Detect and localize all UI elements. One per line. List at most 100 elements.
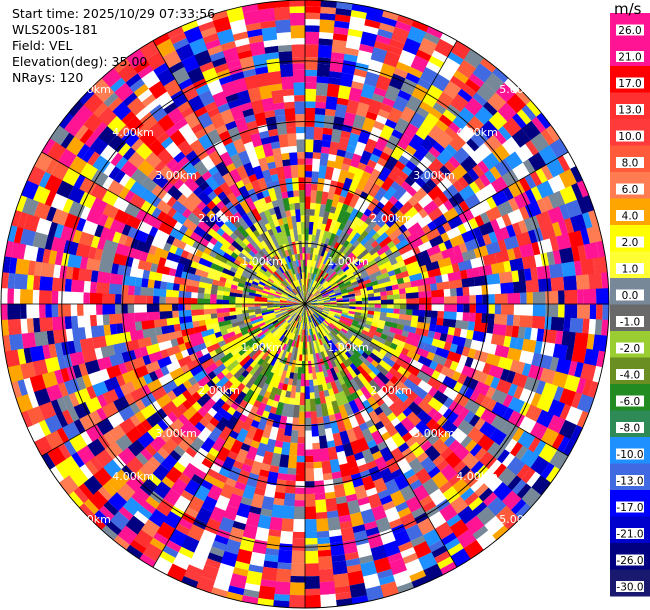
gate-cell [296, 455, 305, 463]
gate-cell [488, 364, 504, 380]
gate-cell [256, 285, 264, 291]
gate-cell [359, 269, 368, 276]
gate-cell [364, 138, 378, 154]
gate-cell [295, 474, 305, 482]
gate-cell [406, 304, 419, 311]
gate-cell [139, 129, 157, 148]
gate-cell [329, 297, 337, 301]
gate-cell [167, 26, 185, 39]
gate-cell [341, 124, 353, 133]
ray [256, 304, 305, 607]
gate-cell [265, 270, 273, 277]
gate-cell [248, 505, 262, 515]
gate-cell [156, 447, 170, 460]
gate-cell [271, 264, 278, 272]
gate-cell [358, 335, 371, 346]
gate-cell [469, 295, 477, 305]
ray [305, 304, 542, 508]
gate-cell [364, 374, 373, 383]
gate-cell [244, 74, 260, 90]
gate-cell [294, 94, 306, 102]
gate-cell [339, 245, 347, 253]
gate-cell [325, 497, 338, 512]
gate-cell [316, 307, 324, 311]
gate-cell [262, 346, 270, 354]
gate-cell [102, 293, 116, 304]
gate-cell [117, 525, 138, 545]
gate-cell [334, 313, 342, 318]
gate-cell [241, 338, 254, 349]
gate-cell [304, 519, 317, 533]
gate-cell [315, 82, 329, 97]
gate-cell [56, 396, 68, 413]
gate-cell [362, 179, 375, 195]
gate-cell [66, 365, 77, 381]
gate-cell [39, 303, 46, 318]
gate-cell [237, 282, 245, 288]
gate-cell [321, 140, 332, 148]
colorbar-tick-background [616, 501, 644, 513]
gate-cell [532, 304, 546, 318]
gate-cell [77, 314, 91, 328]
gate-cell [324, 166, 335, 181]
gate-cell [107, 491, 127, 512]
gate-cell [222, 172, 236, 188]
gate-cell [242, 588, 260, 598]
gate-cell [291, 417, 299, 431]
gate-cell [217, 316, 225, 323]
gate-cell [422, 393, 434, 404]
gate-cell [141, 70, 158, 84]
gate-cell [265, 438, 276, 453]
gate-cell [335, 228, 343, 237]
gate-cell [414, 249, 430, 262]
gate-cell [355, 62, 370, 72]
gate-cell [222, 331, 236, 341]
gate-cell [26, 317, 35, 334]
gate-cell [134, 320, 143, 331]
gate-cell [348, 466, 360, 476]
gate-cell [52, 316, 66, 331]
gate-cell [575, 274, 590, 291]
gate-cell [60, 132, 75, 149]
gate-cell [355, 102, 370, 118]
gate-cell [121, 110, 136, 125]
gate-cell [305, 285, 307, 298]
gate-cell [231, 240, 244, 253]
gate-cell [110, 152, 124, 167]
gate-cell [408, 426, 420, 438]
gate-cell [244, 182, 254, 192]
gate-cell [237, 374, 246, 383]
gate-cell [305, 208, 311, 216]
gate-cell [229, 387, 242, 402]
gate-cell [207, 426, 223, 443]
gate-cell [339, 369, 347, 378]
gate-cell [488, 459, 502, 474]
gate-cell [428, 539, 445, 553]
gate-cell [301, 291, 305, 304]
gate-cell [536, 409, 554, 429]
gate-cell [272, 180, 281, 188]
gate-cell [280, 296, 287, 300]
gate-cell [373, 286, 387, 294]
gate-cell [314, 327, 321, 340]
gate-cell [313, 385, 320, 399]
gate-cell [124, 360, 134, 373]
gate-cell [122, 321, 137, 333]
gate-cell [286, 404, 295, 418]
gate-cell [461, 346, 471, 358]
gate-cell [354, 260, 362, 267]
gate-cell [187, 272, 202, 282]
gate-cell [348, 208, 359, 222]
gate-cell [424, 310, 438, 319]
gate-cell [330, 281, 337, 287]
gate-cell [287, 317, 293, 323]
gate-cell [180, 364, 190, 374]
gate-cell [191, 206, 207, 221]
gate-cell [176, 262, 185, 272]
range-ring-label: 4.00km [456, 470, 498, 483]
gate-cell [277, 363, 286, 377]
gate-cell [248, 292, 262, 298]
gate-cell [196, 200, 207, 211]
gate-cell [114, 82, 134, 102]
gate-cell [314, 312, 325, 321]
